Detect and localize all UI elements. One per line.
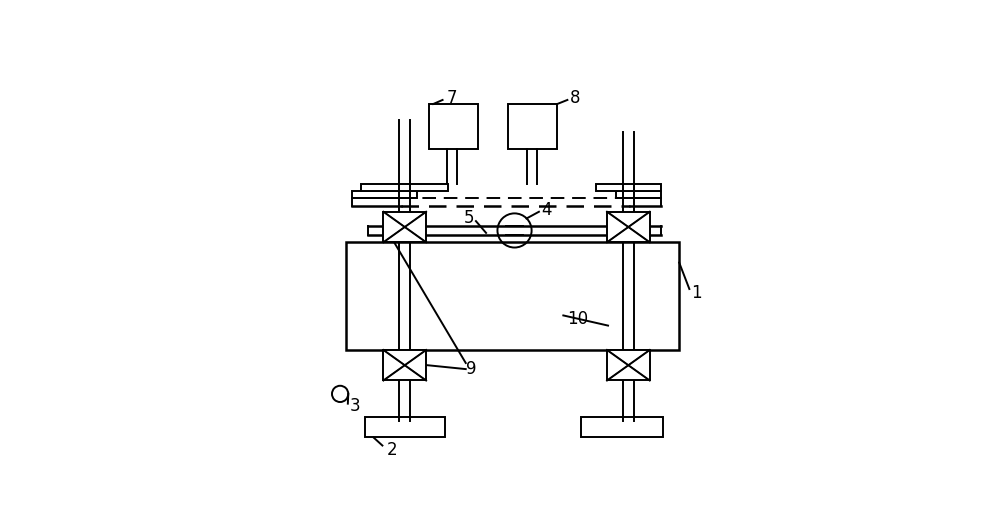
Text: 9: 9 [466, 360, 476, 378]
Text: 7: 7 [447, 89, 457, 107]
Bar [508, 104, 557, 149]
Bar [365, 417, 445, 437]
Bar [346, 242, 679, 350]
Bar [616, 191, 661, 199]
Bar [383, 350, 426, 381]
Bar [429, 104, 478, 149]
Bar [352, 191, 417, 199]
Bar [596, 184, 661, 191]
Text: 5: 5 [464, 209, 474, 227]
Text: 10: 10 [567, 310, 589, 328]
Text: 3: 3 [350, 397, 361, 414]
Bar [581, 417, 663, 437]
Bar [607, 212, 650, 242]
Text: 8: 8 [569, 89, 580, 107]
Text: 4: 4 [541, 201, 551, 219]
Bar [383, 212, 426, 242]
Text: 2: 2 [386, 440, 397, 459]
Bar [361, 184, 448, 191]
Text: 1: 1 [691, 284, 702, 302]
Bar [607, 350, 650, 381]
